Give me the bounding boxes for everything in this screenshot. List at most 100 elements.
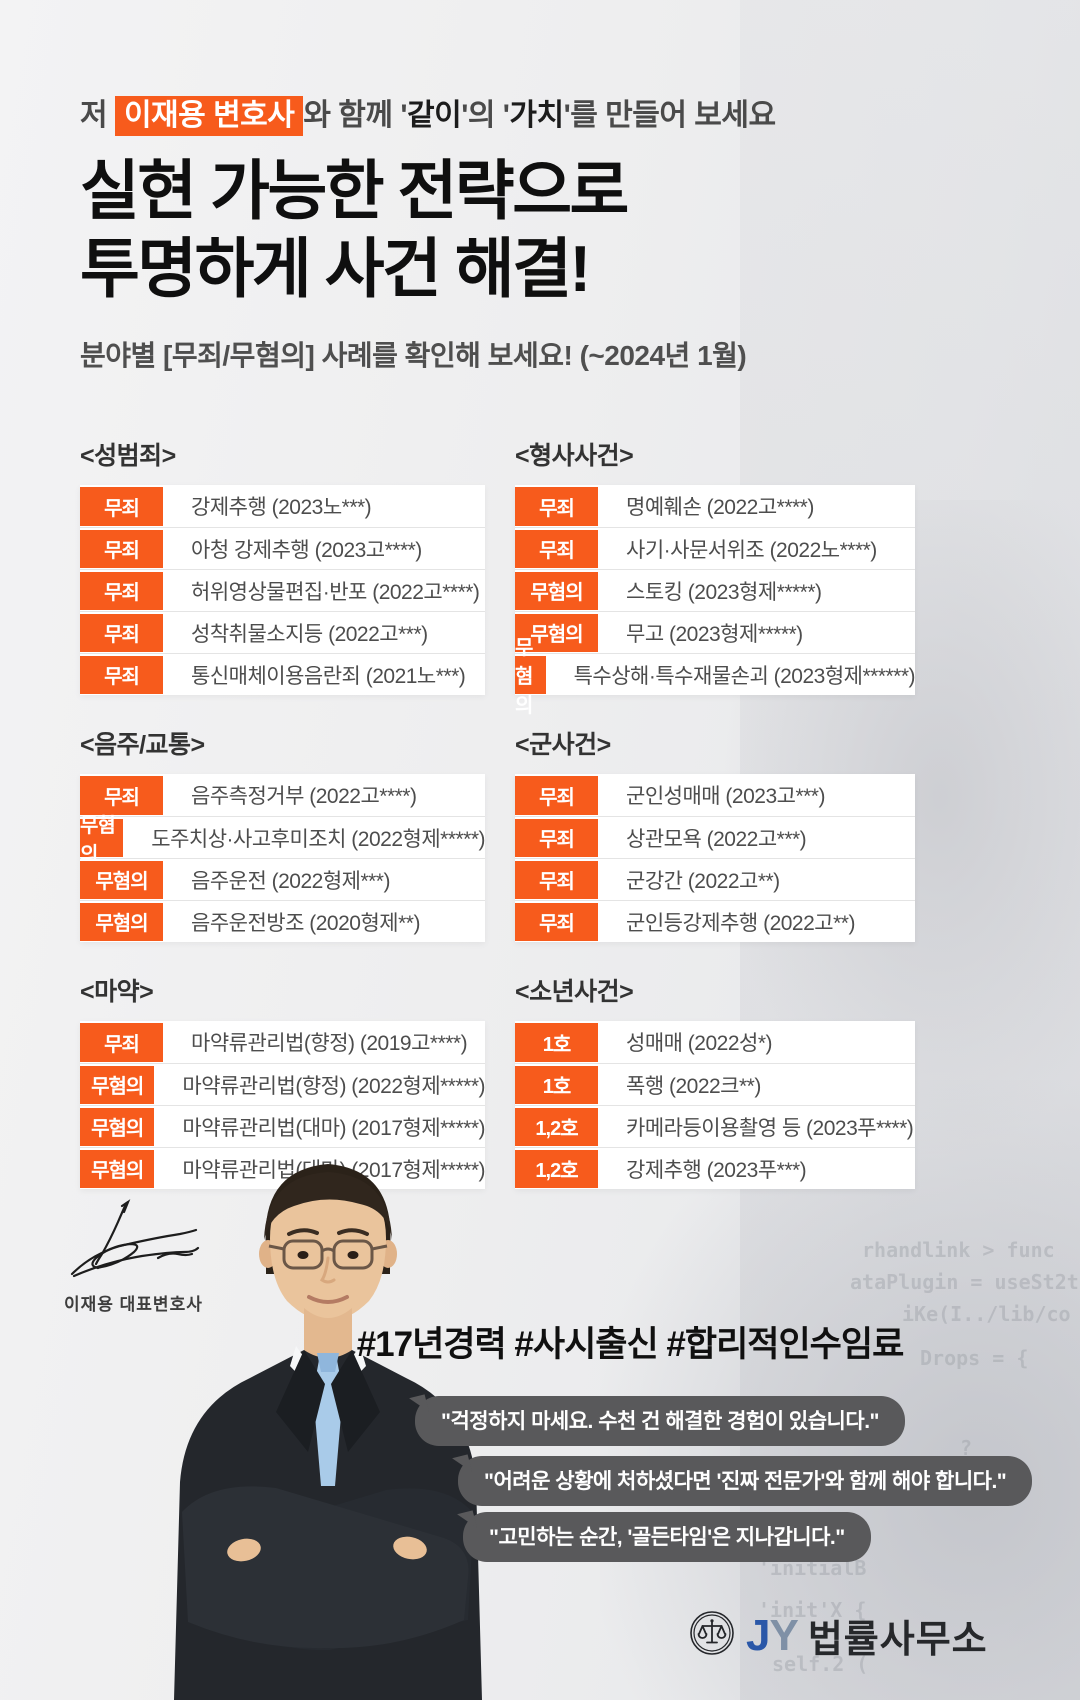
section-heading: <음주/교통> bbox=[80, 731, 205, 759]
result-badge: 1,2호 bbox=[515, 1107, 598, 1146]
intro-text-segment: 와 함께 ' bbox=[303, 99, 407, 132]
result-badge: 무죄 bbox=[80, 1022, 163, 1062]
section-heading: <군사건> bbox=[515, 731, 611, 759]
table-row: 무죄 아청 강제추행 (2023고****) bbox=[80, 527, 485, 569]
table-row: 무죄 상관모욕 (2022고***) bbox=[515, 816, 915, 858]
table-row: 무혐의 특수상해·특수재물손괴 (2023형제******) bbox=[515, 637, 916, 717]
logo-mark: JY bbox=[746, 1610, 799, 1661]
lawyer-portrait bbox=[158, 1148, 493, 1700]
result-badge: 무죄 bbox=[80, 655, 163, 694]
case-table: 무죄 군인성매매 (2023고***) 무죄 상관모욕 (2022고***) 무죄 군강간… bbox=[515, 774, 915, 942]
section-heading: <소년사건> bbox=[515, 978, 634, 1006]
case-label: 카메라등이용촬영 등 (2023푸****) bbox=[626, 1116, 914, 1140]
case-section: <성범죄> 무죄 강제추행 (2023노***) 무죄 아청 강제추행 (2023고**… bbox=[80, 436, 485, 695]
table-row: 무죄 군인성매매 (2023고***) bbox=[515, 774, 915, 816]
result-badge: 무혐의 bbox=[80, 1065, 155, 1104]
table-row: 무죄 마약류관리법(향정) (2019고****) bbox=[80, 1021, 485, 1063]
case-label: 군인등강제추행 (2022고**) bbox=[626, 911, 855, 935]
result-badge: 무혐의 bbox=[80, 860, 163, 899]
case-table: 무죄 마약류관리법(향정) (2019고****) 무혐의 마약류관리법(향정) (2… bbox=[80, 1021, 485, 1189]
case-section: <소년사건> 1호 성매매 (2022성*) 1호 폭행 (2022크**) 1,2호 카메… bbox=[515, 972, 915, 1189]
result-badge: 무죄 bbox=[515, 775, 598, 815]
result-badge: 1호 bbox=[515, 1022, 598, 1062]
case-section: <형사사건> 무죄 명예훼손 (2022고****) 무죄 사기·사문서위조 (2022… bbox=[515, 436, 916, 717]
case-section: <마약> 무죄 마약류관리법(향정) (2019고****) 무혐의 마약류관리법(향정… bbox=[80, 972, 485, 1189]
result-badge: 무죄 bbox=[80, 775, 163, 815]
result-badge: 무죄 bbox=[80, 613, 163, 652]
intro-text-segment: '의 ' bbox=[461, 99, 510, 132]
table-row: 무죄 강제추행 (2023노***) bbox=[80, 485, 485, 527]
lawyer-name-highlight: 이재용 변호사 bbox=[114, 96, 304, 136]
case-section: <군사건> 무죄 군인성매매 (2023고***) 무죄 상관모욕 (2022고***)… bbox=[515, 725, 915, 942]
glasses-icon bbox=[268, 1239, 388, 1270]
case-label: 성착취물소지등 (2022고***) bbox=[191, 622, 428, 646]
background-code-fragment: Drops = { bbox=[920, 1346, 1029, 1370]
table-row: 무죄 허위영상물편집·반포 (2022고****) bbox=[80, 569, 485, 611]
table-row: 무죄 군인등강제추행 (2022고**) bbox=[515, 900, 915, 942]
quote-bubble: "어려운 상황에 처하셨다면 '진짜 전문가'와 함께 해야 합니다." bbox=[458, 1456, 1033, 1506]
quote-bubble: "걱정하지 마세요. 수천 건 해결한 경험이 있습니다." bbox=[415, 1396, 905, 1446]
case-label: 사기·사문서위조 (2022노****) bbox=[626, 538, 877, 562]
background-code-fragment: 'init'X { bbox=[758, 1598, 867, 1622]
case-label: 통신매체이용음란죄 (2021노***) bbox=[191, 664, 466, 688]
result-badge: 무혐의 bbox=[515, 637, 546, 717]
table-row: 무죄 명예훼손 (2022고****) bbox=[515, 485, 915, 527]
case-label: 음주측정거부 (2022고****) bbox=[191, 785, 417, 808]
table-row: 1,2호 강제추행 (2023푸***) bbox=[515, 1147, 915, 1189]
table-row: 1호 성매매 (2022성*) bbox=[515, 1021, 915, 1063]
title-line-1: 실현 가능한 전략으로 bbox=[80, 154, 629, 227]
case-label: 명예훼손 (2022고****) bbox=[626, 496, 814, 519]
background-code-fragment: iKe(I../lib/co bbox=[902, 1302, 1071, 1326]
case-label: 스토킹 (2023형제*****) bbox=[626, 580, 822, 604]
case-label: 무고 (2023형제*****) bbox=[626, 622, 803, 646]
result-badge: 무죄 bbox=[80, 529, 163, 568]
lawyer-signature bbox=[58, 1196, 218, 1296]
case-label: 음주운전 (2022형제***) bbox=[191, 869, 390, 893]
case-label: 아청 강제추행 (2023고****) bbox=[191, 538, 422, 562]
firm-logo: JY 법률사무소 bbox=[688, 1608, 988, 1663]
logo-letter-j: J bbox=[746, 1610, 771, 1660]
case-label: 상관모욕 (2022고***) bbox=[626, 827, 807, 851]
result-badge: 무죄 bbox=[515, 818, 598, 857]
section-heading: <마약> bbox=[80, 978, 154, 1006]
case-label: 마약류관리법(대마) (2017형제*****) bbox=[182, 1116, 485, 1140]
table-row: 무혐의 도주치상·사고후미조치 (2022형제*****) bbox=[80, 815, 485, 866]
result-badge: 무혐의 bbox=[80, 815, 124, 866]
intro-text-segment: 가치 bbox=[509, 99, 564, 132]
background-code-fragment: rhandlink > func bbox=[862, 1238, 1055, 1262]
case-table: 무죄 명예훼손 (2022고****) 무죄 사기·사문서위조 (2022노****)… bbox=[515, 485, 916, 717]
case-label: 성매매 (2022성*) bbox=[626, 1032, 773, 1055]
result-badge: 무혐의 bbox=[515, 571, 598, 610]
section-heading: <성범죄> bbox=[80, 442, 176, 470]
case-label: 폭행 (2022크**) bbox=[626, 1074, 761, 1098]
table-row: 무혐의 무고 (2023형제*****) bbox=[515, 611, 915, 653]
title-line-2: 투명하게 사건 해결! bbox=[80, 232, 591, 305]
result-badge: 무죄 bbox=[80, 486, 163, 526]
result-badge: 무죄 bbox=[515, 486, 598, 526]
case-label: 도주치상·사고후미조치 (2022형제*****) bbox=[151, 827, 485, 851]
result-badge: 1,2호 bbox=[515, 1149, 598, 1188]
result-badge: 무죄 bbox=[515, 860, 598, 899]
case-label: 음주운전방조 (2020형제**) bbox=[191, 911, 420, 935]
table-row: 무죄 통신매체이용음란죄 (2021노***) bbox=[80, 653, 485, 695]
case-section: <음주/교통> 무죄 음주측정거부 (2022고****) 무혐의 도주치상·사고후미조… bbox=[80, 725, 485, 942]
result-badge: 무혐의 bbox=[80, 1149, 155, 1188]
case-table: 1호 성매매 (2022성*) 1호 폭행 (2022크**) 1,2호 카메라등이용촬영… bbox=[515, 1021, 915, 1189]
case-label: 마약류관리법(향정) (2022형제*****) bbox=[182, 1074, 485, 1098]
intro-line: 저 이재용 변호사 와 함께 '같이'의 '가치'를 만들어 보세요 bbox=[80, 90, 1000, 136]
table-row: 무혐의 마약류관리법(향정) (2022형제*****) bbox=[80, 1063, 485, 1105]
result-badge: 무죄 bbox=[515, 902, 598, 941]
result-badge: 무혐의 bbox=[80, 902, 163, 941]
table-row: 무죄 사기·사문서위조 (2022노****) bbox=[515, 527, 915, 569]
table-row: 무죄 성착취물소지등 (2022고***) bbox=[80, 611, 485, 653]
case-label: 군인성매매 (2023고***) bbox=[626, 785, 825, 808]
table-row: 1호 폭행 (2022크**) bbox=[515, 1063, 915, 1105]
page-title: 실현 가능한 전략으로 투명하게 사건 해결! bbox=[80, 152, 1000, 308]
case-label: 강제추행 (2023노***) bbox=[191, 496, 372, 519]
table-row: 무혐의 음주운전 (2022형제***) bbox=[80, 858, 485, 900]
case-table: 무죄 음주측정거부 (2022고****) 무혐의 도주치상·사고후미조치 (2022… bbox=[80, 774, 485, 942]
quote-bubble: "고민하는 순간, '골든타임'은 지나갑니다." bbox=[463, 1512, 871, 1562]
background-code-fragment: ? bbox=[960, 1436, 973, 1460]
lawyer-name-caption: 이재용 대표변호사 bbox=[64, 1295, 203, 1314]
case-label: 마약류관리법(향정) (2019고****) bbox=[191, 1032, 468, 1055]
